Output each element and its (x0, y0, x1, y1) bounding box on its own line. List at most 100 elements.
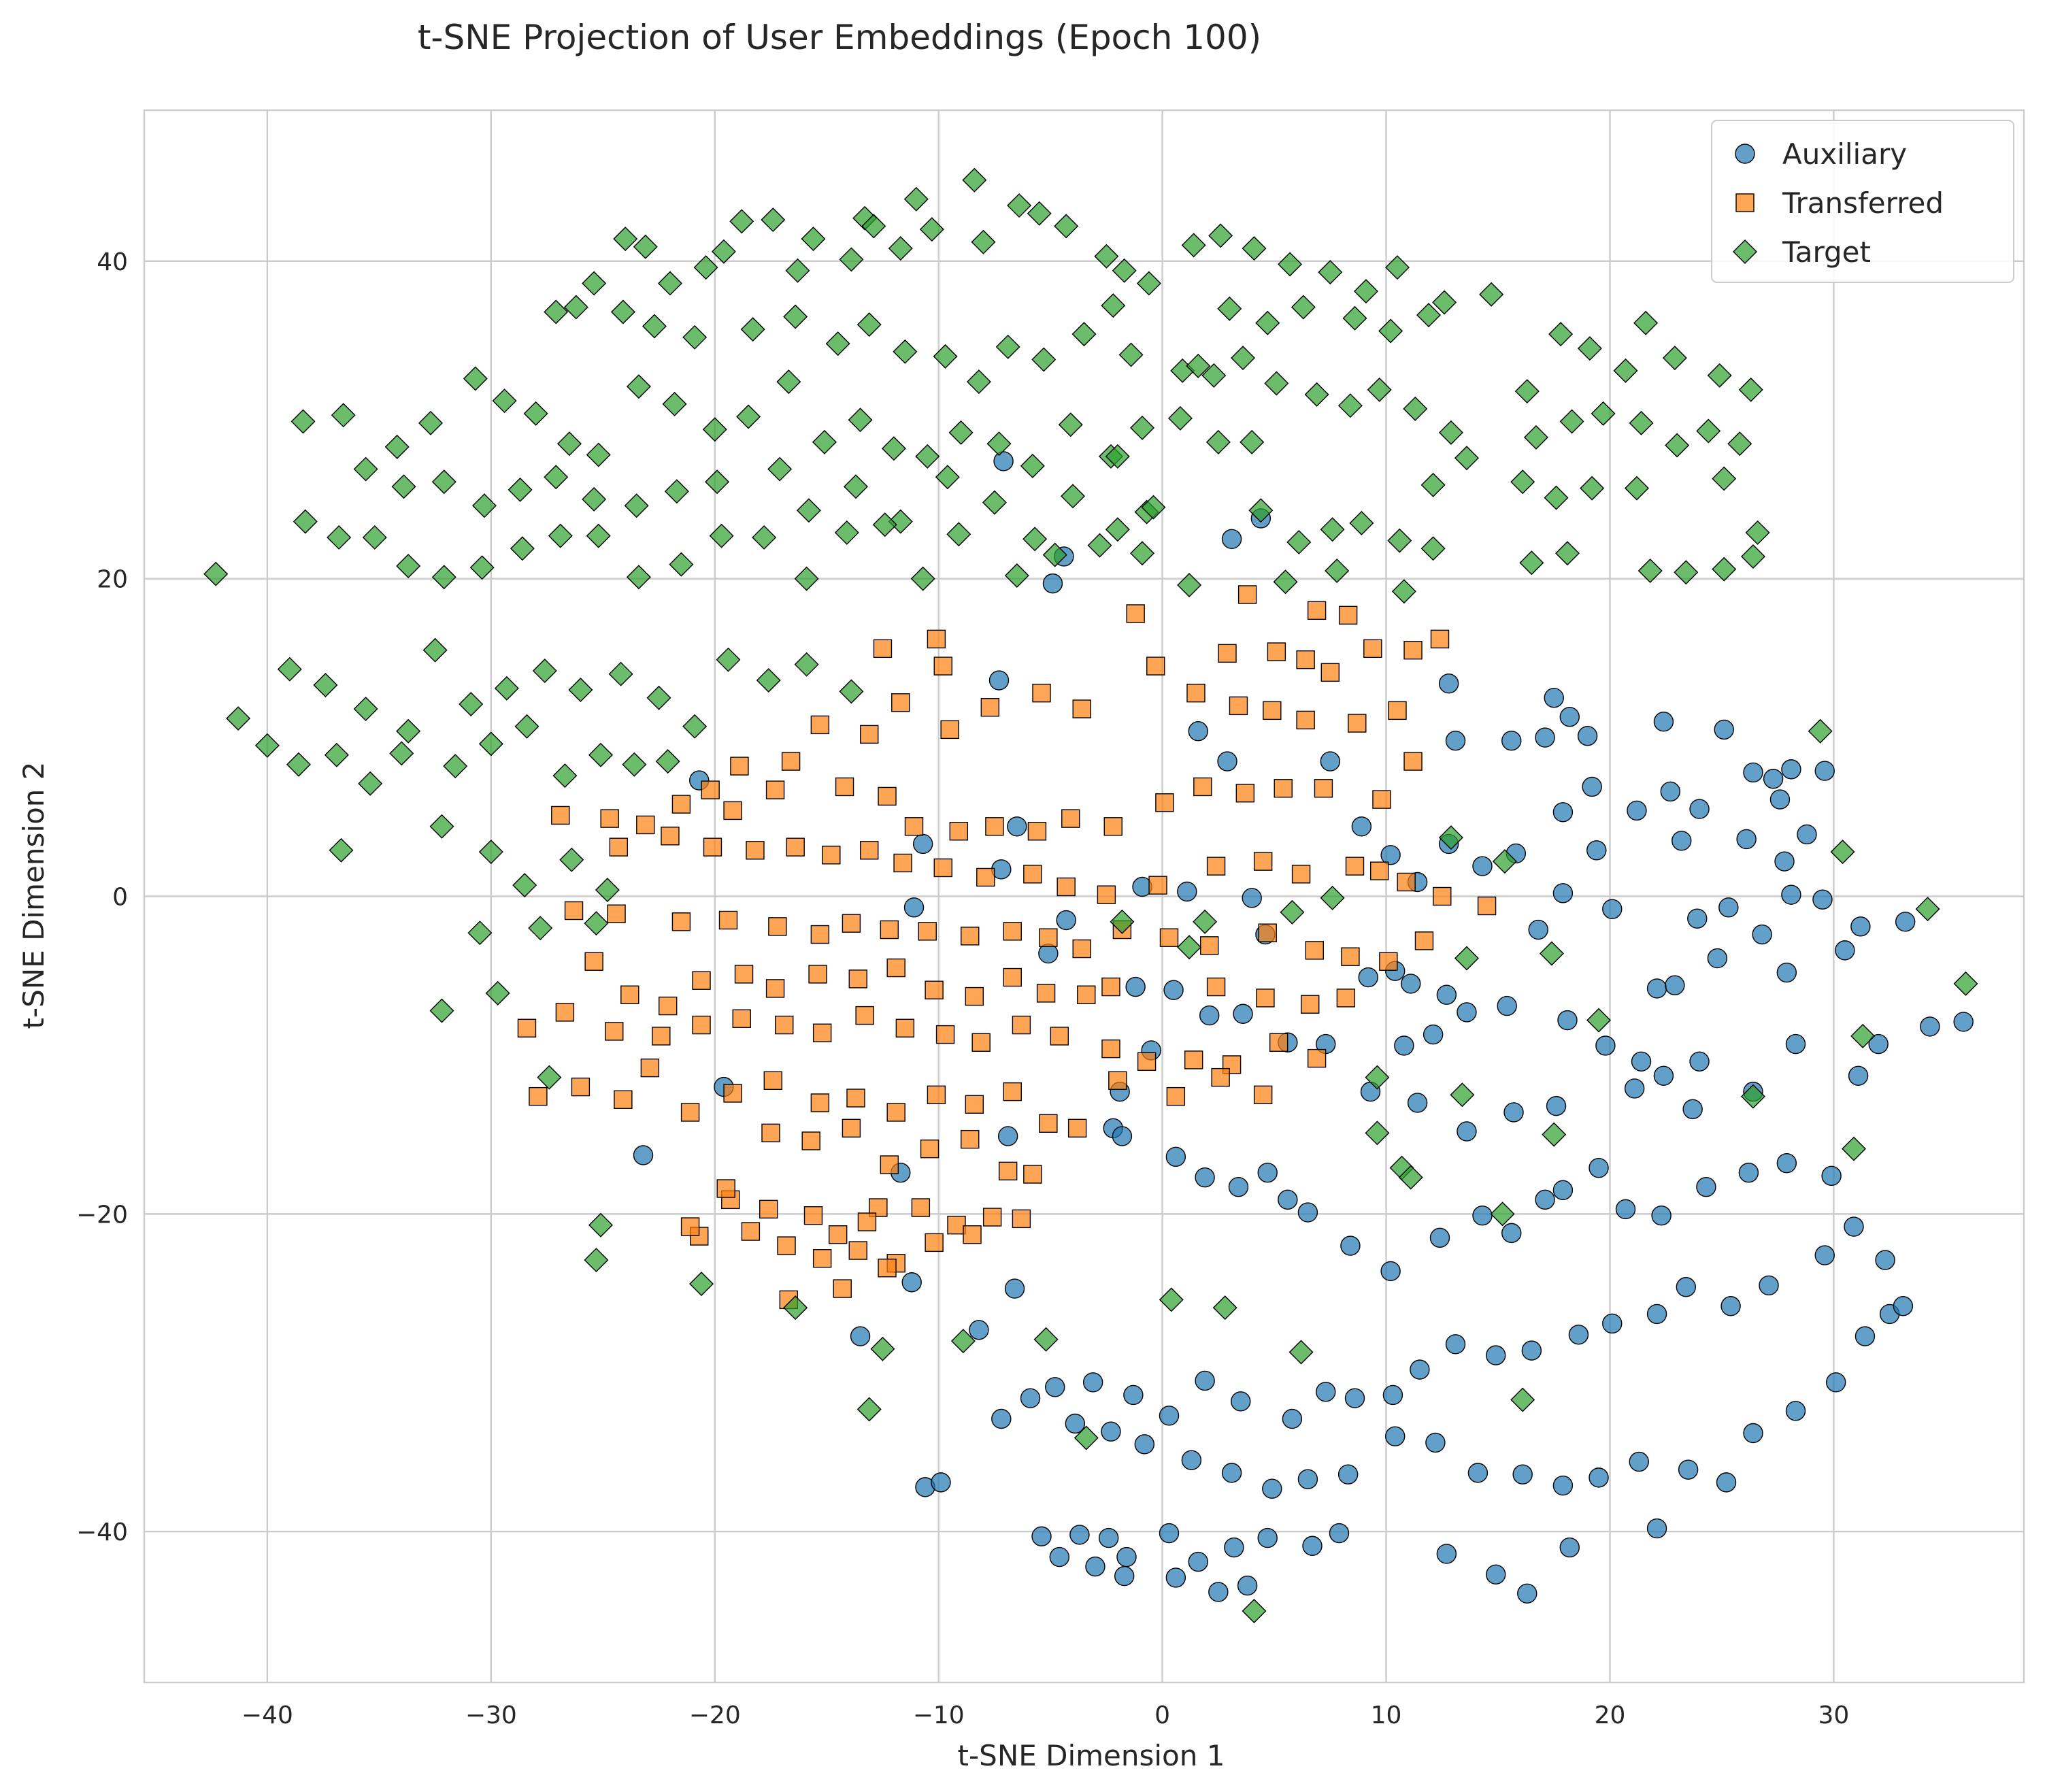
target-point (610, 299, 635, 325)
transferred-point (1103, 817, 1123, 836)
auxiliary-point (901, 1272, 922, 1293)
transferred-point (1274, 779, 1293, 798)
auxiliary-point (1116, 1546, 1137, 1567)
target-point (1027, 201, 1052, 226)
target-point (1020, 453, 1045, 478)
auxiliary-point (1814, 1245, 1835, 1265)
transferred-point (1369, 861, 1389, 880)
target-point (682, 714, 708, 739)
target-point (1004, 563, 1029, 588)
auxiliary-point (1660, 781, 1680, 802)
target-point (1514, 379, 1540, 404)
transferred-point (1126, 604, 1145, 623)
x-tick-label: 30 (1818, 1702, 1850, 1729)
target-point (1591, 401, 1616, 426)
auxiliary-point (1501, 1223, 1522, 1244)
transferred-point (925, 980, 944, 999)
target-point (848, 408, 873, 433)
transferred-point (1229, 696, 1248, 716)
transferred-point (1061, 809, 1080, 828)
target-point (1177, 572, 1202, 597)
target-point (834, 520, 859, 545)
auxiliary-point (1595, 1035, 1616, 1056)
target-point (761, 208, 786, 233)
transferred-point (1206, 977, 1226, 997)
transferred-point (1072, 939, 1091, 959)
target-point (544, 465, 569, 490)
transferred-point (1146, 657, 1165, 676)
auxiliary-point (1467, 1463, 1489, 1483)
target-point (313, 673, 338, 698)
target-point (508, 477, 533, 502)
auxiliary-point (1457, 1121, 1477, 1142)
transferred-point (1148, 876, 1167, 895)
target-point (1278, 252, 1303, 277)
transferred-point (571, 1077, 591, 1097)
transferred-point (1101, 977, 1120, 997)
legend-marker-transferred (1735, 193, 1755, 212)
target-point (584, 911, 609, 936)
x-tick-label: −30 (465, 1702, 517, 1729)
transferred-point (842, 914, 861, 933)
auxiliary-point (1707, 948, 1728, 969)
target-point (910, 566, 935, 591)
target-point (624, 493, 649, 518)
transferred-point (734, 965, 754, 984)
target-point (709, 523, 734, 548)
transferred-point (1403, 752, 1423, 771)
target-point (1255, 310, 1280, 335)
target-point (1231, 346, 1256, 371)
auxiliary-point (1114, 1565, 1135, 1587)
target-point (664, 479, 689, 504)
target-point (1159, 1287, 1184, 1312)
target-point (1208, 223, 1233, 248)
target-point (966, 369, 991, 395)
transferred-point (828, 1225, 848, 1244)
transferred-point (652, 1027, 671, 1046)
transferred-point (911, 1198, 931, 1217)
auxiliary-point (1682, 1099, 1703, 1120)
auxiliary-point (1380, 1261, 1401, 1282)
auxiliary-point (850, 1326, 871, 1346)
target-point (254, 733, 280, 758)
transferred-point (848, 969, 867, 989)
target-point (1325, 558, 1350, 583)
target-point (1707, 363, 1732, 388)
target-point (646, 685, 671, 710)
target-point (642, 314, 667, 339)
auxiliary-point (1589, 1467, 1609, 1488)
target-point (796, 498, 821, 523)
target-point (903, 186, 929, 212)
auxiliary-point (1340, 1235, 1361, 1256)
transferred-point (761, 1123, 780, 1143)
target-point (552, 763, 578, 789)
auxiliary-point (1559, 1537, 1580, 1558)
plot-frame (143, 109, 2025, 1684)
target-point (1007, 193, 1032, 218)
transferred-point (893, 853, 912, 873)
transferred-point (949, 822, 969, 841)
target-point (1342, 305, 1367, 331)
transferred-point (692, 971, 711, 990)
target-point (1438, 825, 1463, 850)
target-point (933, 344, 958, 369)
transferred-point (1253, 852, 1273, 871)
target-point (857, 1397, 882, 1422)
auxiliary-point (1112, 1126, 1133, 1146)
auxiliary-point (931, 1472, 951, 1493)
transferred-point (1057, 877, 1076, 897)
transferred-point (1003, 1082, 1022, 1101)
legend-label-target: Target (1782, 235, 1871, 269)
target-point (716, 647, 741, 672)
auxiliary-point (1646, 1518, 1667, 1539)
auxiliary-point (1101, 1421, 1121, 1442)
target-point (203, 561, 229, 586)
target-point (1492, 849, 1517, 874)
target-point (532, 659, 557, 684)
target-point (693, 255, 718, 280)
target-point (1304, 382, 1329, 407)
target-point (459, 692, 484, 717)
transferred-point (1267, 642, 1286, 661)
target-point (1741, 544, 1765, 569)
